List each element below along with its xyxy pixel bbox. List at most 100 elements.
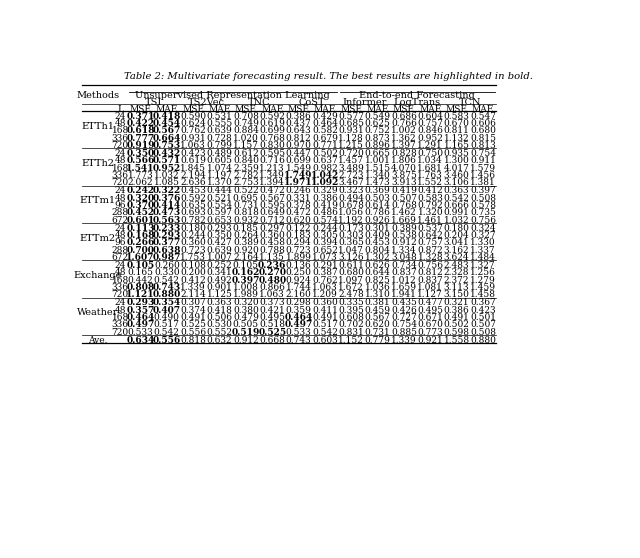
Text: 0.122: 0.122 [285, 224, 312, 233]
Text: 48: 48 [115, 119, 126, 128]
Text: 0.419: 0.419 [391, 186, 417, 195]
Text: 288: 288 [112, 208, 129, 217]
Text: 0.389: 0.389 [233, 238, 259, 247]
Text: 1.749: 1.749 [284, 171, 313, 180]
Text: 0.830: 0.830 [259, 141, 285, 150]
Text: 0.246: 0.246 [285, 186, 312, 195]
Text: 0.507: 0.507 [391, 194, 417, 203]
Text: 0.604: 0.604 [417, 112, 444, 121]
Text: 1.032: 1.032 [154, 171, 180, 180]
Text: 1.458: 1.458 [470, 290, 496, 299]
Text: 96: 96 [115, 201, 126, 210]
Text: 0.437: 0.437 [285, 119, 312, 128]
Text: 0.363: 0.363 [207, 299, 232, 307]
Text: 1.213: 1.213 [259, 163, 285, 172]
Text: 0.982: 0.982 [312, 163, 338, 172]
Text: 0.458: 0.458 [259, 238, 285, 247]
Text: 0.298: 0.298 [285, 299, 312, 307]
Text: 1.362: 1.362 [391, 133, 417, 142]
Text: 0.911: 0.911 [470, 156, 496, 165]
Text: 0.603: 0.603 [312, 336, 338, 345]
Text: ETTm1: ETTm1 [80, 196, 116, 205]
Text: 0.531: 0.531 [207, 112, 232, 121]
Text: Methods: Methods [76, 91, 120, 100]
Text: 0.567: 0.567 [153, 126, 181, 135]
Text: 0.537: 0.537 [417, 224, 444, 233]
Text: 1.899: 1.899 [285, 253, 312, 262]
Text: 0.307: 0.307 [180, 299, 206, 307]
Text: 0.625: 0.625 [365, 119, 390, 128]
Text: Informer: Informer [342, 98, 387, 107]
Text: 0.578: 0.578 [470, 201, 496, 210]
Text: 0.723: 0.723 [180, 246, 206, 254]
Text: 1.073: 1.073 [312, 253, 338, 262]
Text: 0.766: 0.766 [391, 119, 417, 128]
Text: 0.464: 0.464 [126, 313, 155, 322]
Text: 0.105: 0.105 [126, 261, 154, 270]
Text: 0.473: 0.473 [153, 208, 181, 217]
Text: 1.197: 1.197 [207, 171, 232, 180]
Text: 0.519: 0.519 [232, 328, 260, 336]
Text: TCN: TCN [459, 98, 481, 107]
Text: 0.360: 0.360 [259, 231, 285, 240]
Text: MAE: MAE [208, 105, 230, 114]
Text: 0.597: 0.597 [207, 208, 232, 217]
Text: 0.252: 0.252 [207, 261, 232, 270]
Text: 0.429: 0.429 [312, 112, 338, 121]
Text: 0.376: 0.376 [152, 194, 181, 203]
Text: 0.952: 0.952 [417, 133, 444, 142]
Text: 1.845: 1.845 [180, 163, 206, 172]
Text: 1.127: 1.127 [417, 290, 443, 299]
Text: 2.194: 2.194 [180, 171, 206, 180]
Text: 0.533: 0.533 [127, 328, 154, 336]
Text: 3.467: 3.467 [339, 178, 364, 187]
Text: 168: 168 [111, 163, 129, 172]
Text: 0.435: 0.435 [391, 299, 417, 307]
Text: 0.750: 0.750 [417, 149, 444, 158]
Text: 0.501: 0.501 [470, 313, 496, 322]
Text: 0.423: 0.423 [470, 306, 496, 315]
Text: 0.386: 0.386 [285, 112, 312, 121]
Text: 0.840: 0.840 [233, 156, 259, 165]
Text: 0.812: 0.812 [285, 133, 312, 142]
Text: 0.563: 0.563 [152, 215, 181, 224]
Text: 0.472: 0.472 [259, 186, 285, 195]
Text: 0.567: 0.567 [365, 313, 390, 322]
Text: 0.538: 0.538 [391, 231, 417, 240]
Text: 1.370: 1.370 [207, 178, 232, 187]
Text: 2.782: 2.782 [233, 171, 259, 180]
Text: 336: 336 [112, 133, 129, 142]
Text: MAE: MAE [314, 105, 336, 114]
Text: 1.337: 1.337 [470, 246, 496, 254]
Text: 3.875: 3.875 [391, 171, 417, 180]
Text: 0.811: 0.811 [444, 126, 470, 135]
Text: 2.114: 2.114 [180, 290, 206, 299]
Text: 3.489: 3.489 [339, 163, 364, 172]
Text: 0.533: 0.533 [285, 328, 312, 336]
Text: 1.339: 1.339 [391, 336, 417, 345]
Text: 0.341: 0.341 [207, 268, 232, 277]
Text: 0.489: 0.489 [207, 149, 232, 158]
Text: 0.779: 0.779 [365, 336, 390, 345]
Text: 2.636: 2.636 [180, 178, 206, 187]
Text: 1.381: 1.381 [470, 178, 496, 187]
Text: 24: 24 [115, 261, 126, 270]
Text: 1.456: 1.456 [470, 171, 496, 180]
Text: 0.987: 0.987 [152, 253, 181, 262]
Text: 0.373: 0.373 [259, 299, 285, 307]
Text: 1.462: 1.462 [391, 208, 417, 217]
Text: 0.507: 0.507 [470, 320, 496, 329]
Text: 0.831: 0.831 [339, 328, 364, 336]
Text: 1.056: 1.056 [339, 208, 364, 217]
Text: 0.380: 0.380 [233, 306, 259, 315]
Text: 0.542: 0.542 [154, 328, 180, 336]
Text: 1.763: 1.763 [417, 171, 443, 180]
Text: 0.371: 0.371 [126, 112, 155, 121]
Text: 2.062: 2.062 [127, 178, 153, 187]
Text: 0.480: 0.480 [258, 276, 286, 285]
Text: 0.762: 0.762 [312, 276, 338, 285]
Text: 0.525: 0.525 [258, 328, 286, 336]
Text: 0.818: 0.818 [180, 336, 206, 345]
Text: 0.136: 0.136 [285, 261, 312, 270]
Text: 3.460: 3.460 [444, 171, 470, 180]
